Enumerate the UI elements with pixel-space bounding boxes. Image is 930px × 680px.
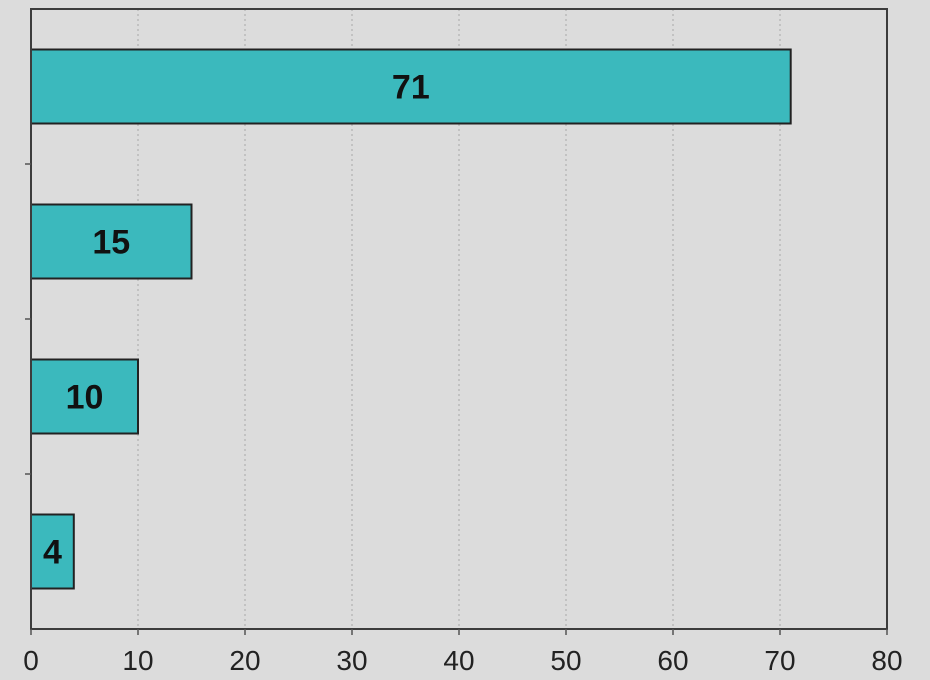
x-tick-label: 30 xyxy=(336,645,367,675)
x-axis: 0 10 20 30 40 50 60 70 80 xyxy=(23,163,903,676)
bar xyxy=(30,513,75,590)
x-tick-label: 40 xyxy=(443,645,474,675)
gridlines xyxy=(137,9,781,629)
bar-value-label: 4 xyxy=(43,534,62,572)
bar-value-label: 15 xyxy=(92,224,130,262)
x-tick-label: 50 xyxy=(550,645,581,675)
bar-value-label: 10 xyxy=(66,379,104,417)
x-tick-label: 80 xyxy=(871,645,902,675)
bar xyxy=(30,48,792,125)
x-tick-label: 10 xyxy=(122,645,153,675)
x-tick-label: 20 xyxy=(229,645,260,675)
x-tick-label: 0 xyxy=(23,645,39,675)
x-tick-label: 60 xyxy=(657,645,688,675)
x-tick-label: 70 xyxy=(764,645,795,675)
bar xyxy=(30,203,193,280)
bar-value-label: 71 xyxy=(392,69,430,107)
bars: 71 15 10 4 xyxy=(30,48,792,590)
